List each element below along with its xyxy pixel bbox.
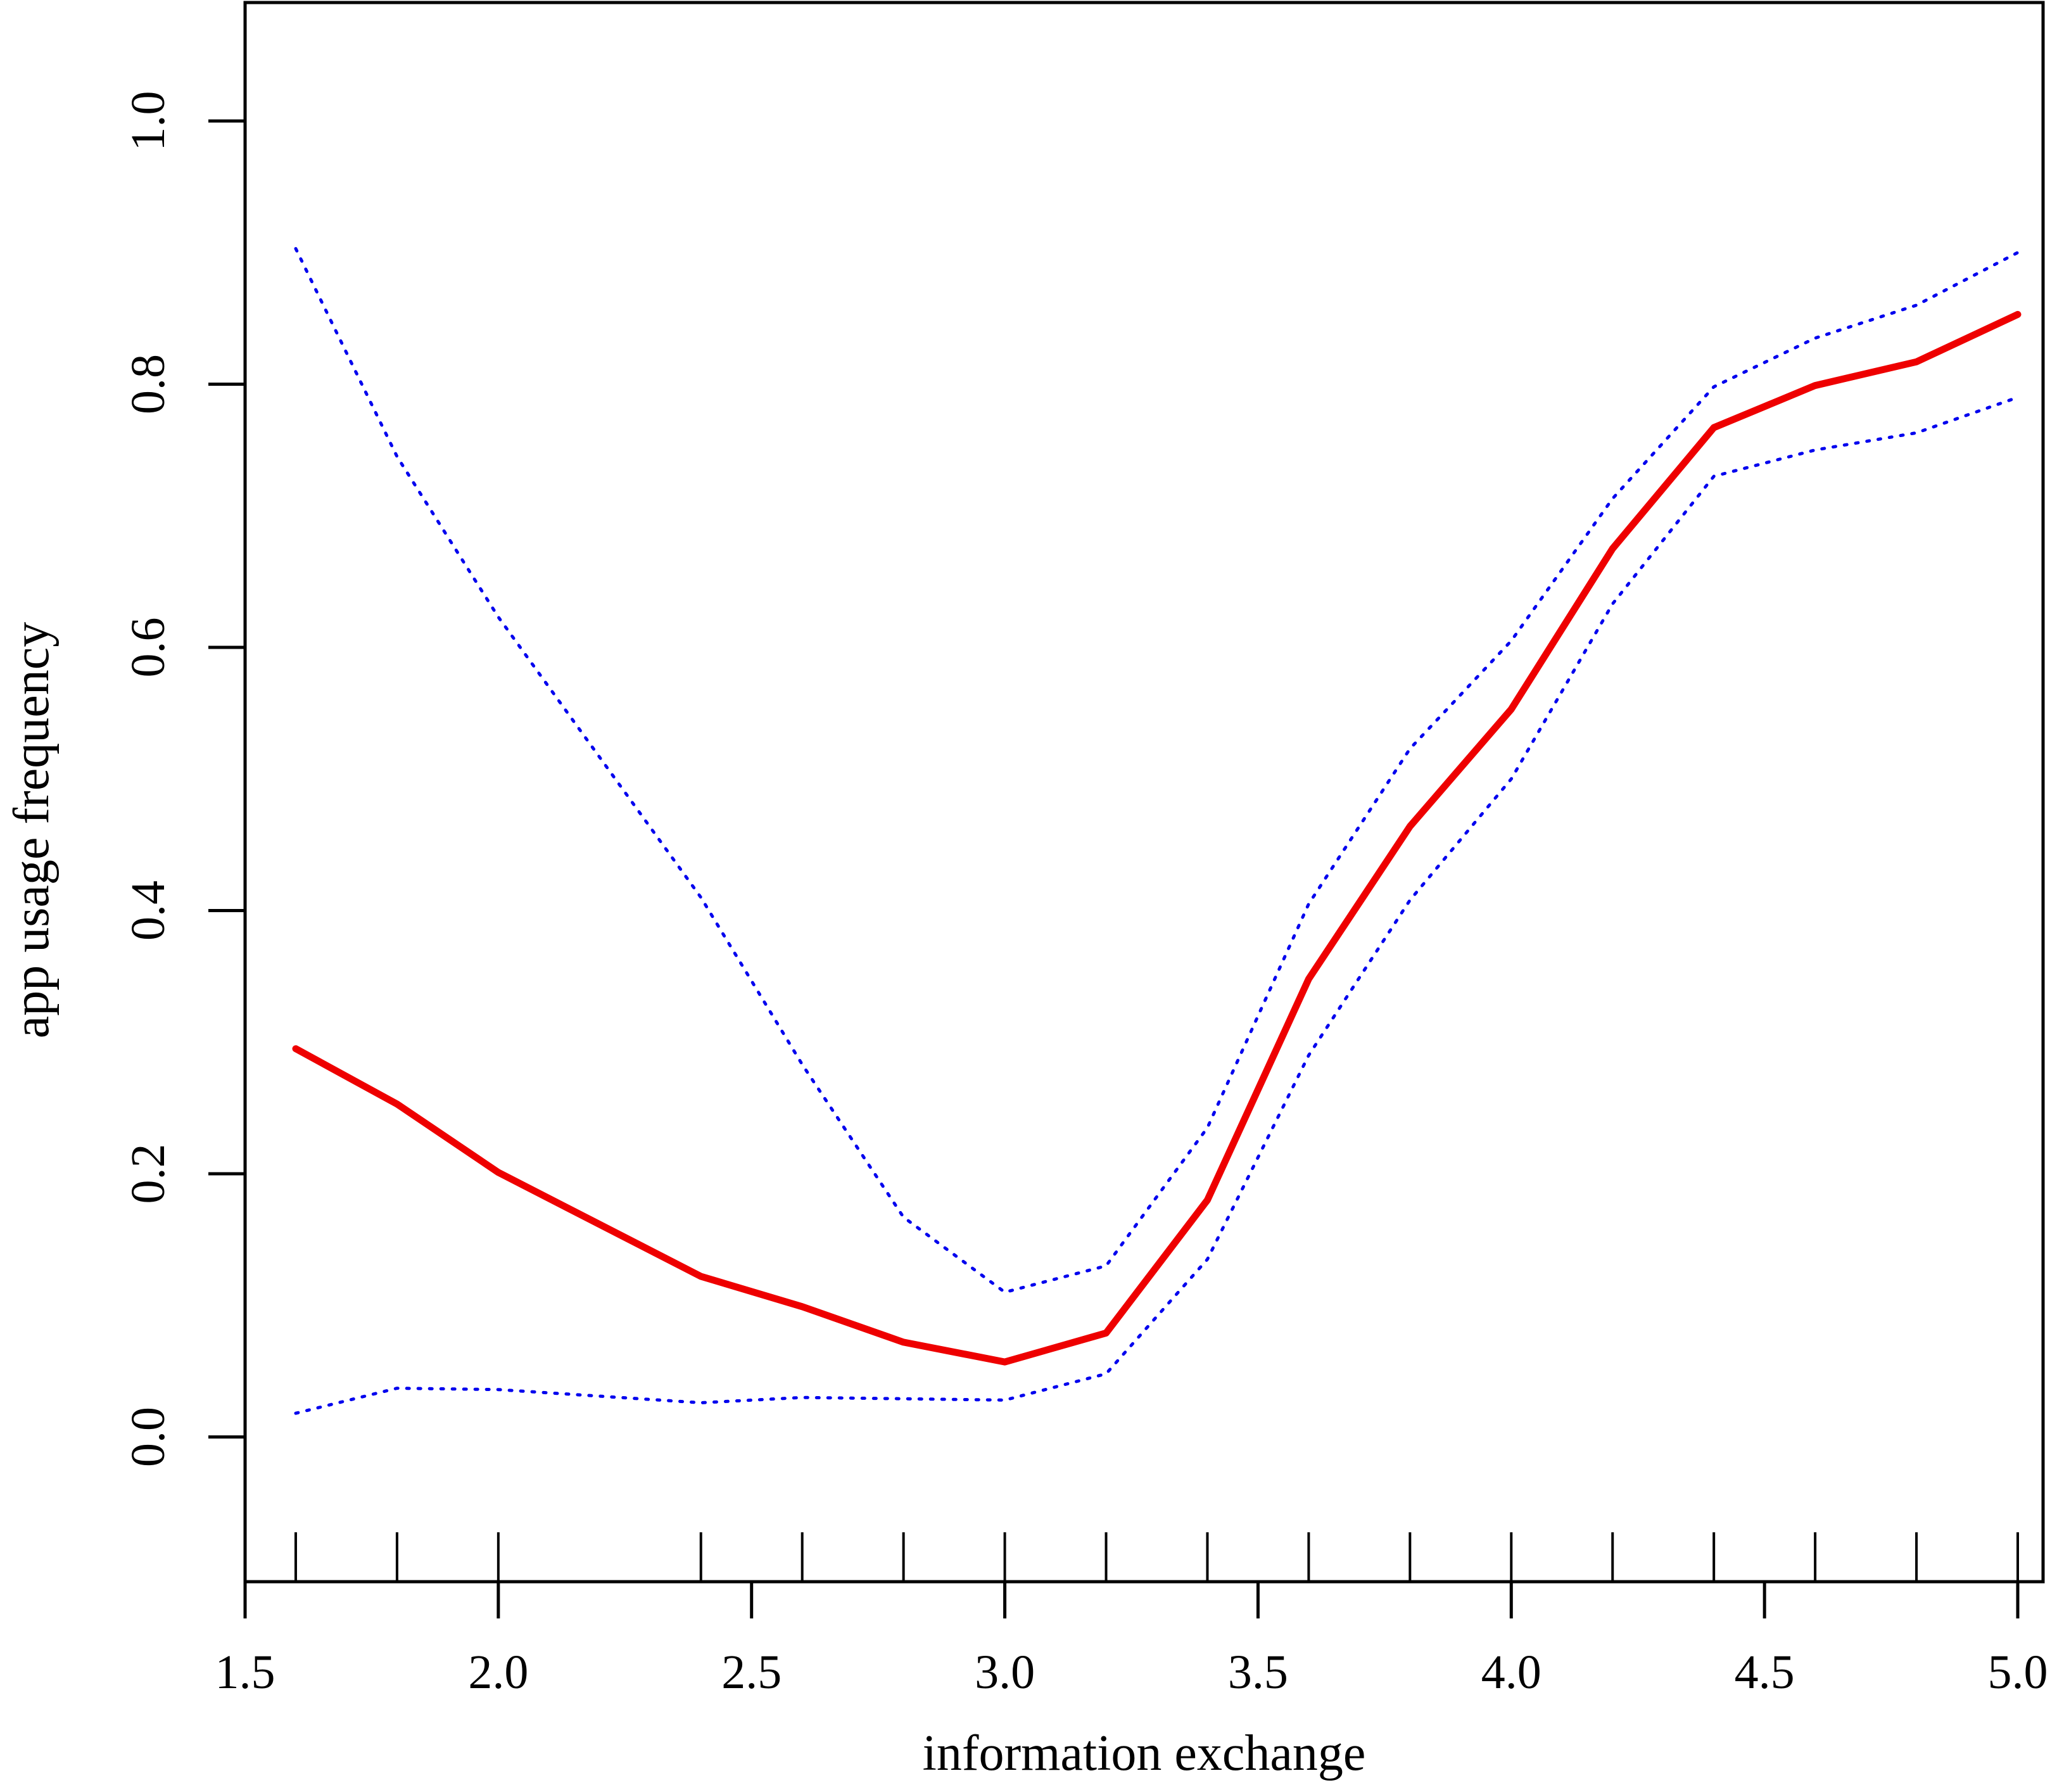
x-axis: 1.5 2.0 2.5 3.0 3.5 4.0 4.5 5.0: [215, 1582, 2048, 1699]
y-tick-label: 0.4: [122, 880, 175, 941]
y-tick-label: 0.0: [122, 1407, 175, 1467]
rug-group: [294, 1532, 2020, 1582]
lower-bound-line: [294, 395, 2020, 1415]
fitted-line: [292, 310, 2022, 1366]
plot-frame: [243, 1, 2045, 1584]
x-tick-label: 4.0: [1481, 1646, 1541, 1699]
x-tick-label: 2.5: [721, 1646, 782, 1699]
x-tick-label: 3.5: [1228, 1646, 1288, 1699]
x-tick-label: 2.0: [468, 1646, 528, 1699]
y-tick-label: 0.6: [122, 617, 175, 677]
y-axis: 0.0 0.2 0.4 0.6 0.8 1.0: [122, 91, 245, 1467]
y-tick-label: 0.2: [122, 1143, 175, 1204]
plot-frame-group: [243, 1, 2045, 1584]
x-tick-label: 1.5: [215, 1646, 275, 1699]
series-group: [292, 247, 2022, 1415]
x-tick-label: 5.0: [1988, 1646, 2048, 1699]
y-axis-label: app usage frequency: [4, 622, 60, 1038]
x-tick-label: 3.0: [975, 1646, 1035, 1699]
y-tick-label: 1.0: [122, 91, 175, 151]
x-tick-label: 4.5: [1735, 1646, 1795, 1699]
upper-bound-line: [294, 247, 2020, 1294]
x-axis-label: information exchange: [923, 1725, 1366, 1781]
y-tick-label: 0.8: [122, 354, 175, 414]
